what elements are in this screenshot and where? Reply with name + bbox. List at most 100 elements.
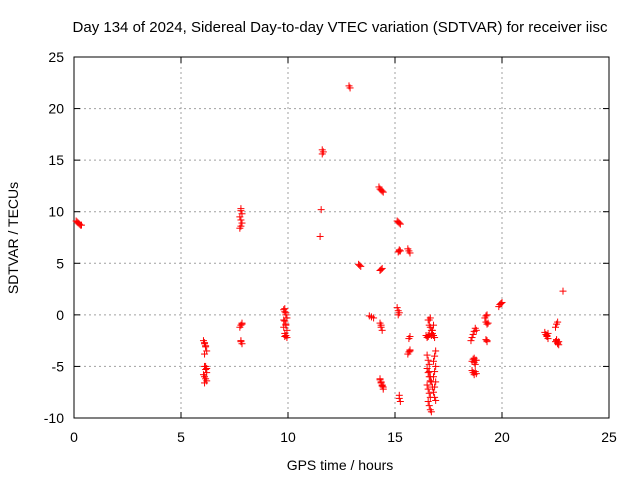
data-point [559, 287, 567, 295]
data-point [431, 383, 439, 391]
data-point [483, 337, 491, 345]
data-point [378, 187, 386, 195]
x-tick-label: 5 [177, 429, 185, 445]
data-point [425, 389, 433, 397]
data-point [396, 397, 404, 405]
data-point [376, 376, 384, 384]
y-tick-label: -10 [44, 410, 64, 426]
data-point [282, 321, 290, 329]
data-point [468, 334, 476, 342]
y-tick-label: 15 [48, 152, 64, 168]
data-point [237, 337, 245, 345]
data-point [424, 331, 432, 339]
data-point [498, 298, 506, 306]
x-tick-label: 0 [70, 429, 78, 445]
plot-frame [73, 56, 610, 419]
data-point [427, 408, 435, 416]
data-point [472, 370, 480, 378]
data-point [425, 360, 433, 368]
y-tick-label: 25 [48, 49, 64, 65]
y-tick-label: 20 [48, 101, 64, 117]
data-point [424, 369, 432, 377]
data-point [432, 347, 440, 355]
data-point [238, 340, 246, 348]
data-point [431, 368, 439, 376]
data-point [395, 246, 403, 254]
data-point [238, 219, 246, 227]
x-tick-label: 25 [601, 429, 617, 445]
data-point [430, 388, 438, 396]
x-tick-label: 20 [494, 429, 510, 445]
x-tick-label: 15 [387, 429, 403, 445]
data-point [483, 311, 491, 319]
data-point [432, 378, 440, 386]
data-point [281, 305, 289, 313]
data-point [379, 188, 387, 196]
data-point [378, 326, 386, 334]
data-point [370, 314, 378, 322]
y-tick-labels: -10 -5 0 5 10 15 20 25 [44, 49, 64, 426]
data-point [484, 319, 492, 327]
data-point [377, 265, 385, 273]
data-point [431, 334, 439, 342]
data-point [377, 321, 385, 329]
data-point [544, 329, 552, 337]
chart-title: Day 134 of 2024, Sidereal Day-to-day VTE… [73, 19, 608, 36]
data-point [396, 247, 404, 255]
data-point [469, 330, 477, 338]
data-point [77, 221, 85, 229]
data-point [237, 216, 245, 224]
data-point [378, 264, 386, 272]
data-point [238, 319, 246, 327]
x-axis-label: GPS time / hours [287, 457, 394, 473]
data-point [316, 232, 324, 240]
data-point [430, 357, 438, 365]
data-point [552, 323, 559, 331]
y-axis-label: SDTVAR / TECUs [5, 182, 21, 294]
grid-lines [74, 57, 609, 418]
data-point [427, 326, 435, 334]
data-point [406, 347, 414, 355]
data-point [396, 220, 404, 228]
y-tick-label: 10 [48, 204, 64, 220]
data-point [430, 373, 438, 381]
data-point [319, 148, 327, 156]
y-tick-label: 0 [56, 307, 64, 323]
data-point [432, 362, 440, 370]
data-point [201, 379, 209, 387]
data-point [426, 323, 434, 331]
data-point [555, 338, 563, 346]
data-point [393, 304, 401, 312]
data-point [497, 300, 505, 308]
data-point [203, 364, 211, 372]
data-point [471, 356, 479, 364]
data-point [201, 350, 209, 358]
data-point [282, 309, 290, 317]
data-point [423, 351, 431, 359]
data-point [346, 84, 354, 92]
data-point [237, 205, 245, 213]
data-point [472, 326, 480, 334]
data-point [357, 262, 365, 270]
data-point [237, 222, 245, 230]
data-point [378, 382, 386, 390]
data-point [201, 339, 209, 347]
data-point [395, 394, 403, 402]
data-point [425, 402, 433, 410]
data-point [554, 318, 562, 326]
data-point [281, 333, 289, 341]
data-point [424, 385, 432, 393]
x-tick-labels: 0 5 10 15 20 25 [70, 429, 617, 445]
data-point [431, 352, 439, 360]
data-point [377, 379, 385, 387]
data-point [424, 356, 432, 364]
data-point [379, 385, 387, 393]
axis-ticks [73, 56, 610, 419]
data-points [72, 82, 567, 416]
data-point [424, 397, 432, 405]
data-point [406, 333, 414, 341]
data-point [356, 261, 364, 269]
y-tick-label: -5 [52, 358, 65, 374]
